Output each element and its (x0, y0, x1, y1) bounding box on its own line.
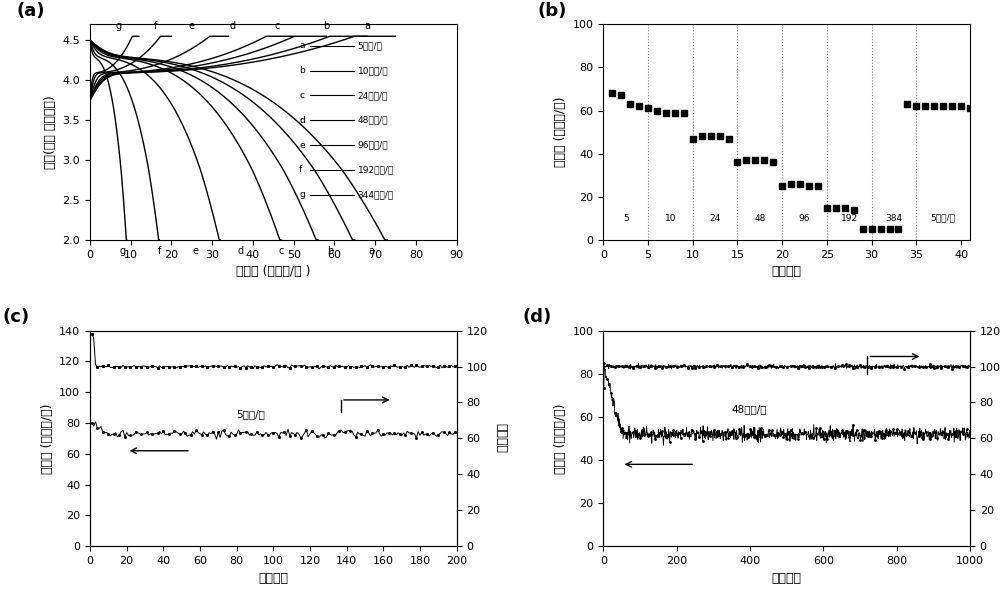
Point (926, 101, 942, 111)
Point (846, 205, 862, 215)
Point (703, 132, 719, 141)
Text: g: g (115, 21, 122, 31)
Text: c: c (299, 91, 304, 100)
Point (640, 104, 656, 114)
Text: f: f (153, 21, 157, 31)
Text: e: e (193, 246, 199, 256)
Point (747, 155, 763, 165)
Point (729, 157, 745, 167)
Point (855, 225, 871, 234)
Y-axis label: 电压(伏特 对钓金属): 电压(伏特 对钓金属) (44, 95, 57, 169)
Text: g: g (299, 190, 305, 199)
Point (944, 101, 960, 111)
Y-axis label: 库仓效率: 库仓效率 (494, 424, 507, 453)
Point (712, 132, 728, 141)
Point (801, 181, 817, 191)
Text: e: e (189, 21, 195, 31)
Point (667, 108, 683, 118)
Point (810, 181, 826, 191)
Point (953, 101, 969, 111)
Text: (b): (b) (537, 2, 567, 20)
Text: 96毫安/克: 96毫安/克 (358, 141, 388, 149)
X-axis label: 循环次数: 循环次数 (258, 572, 288, 585)
Text: b: b (299, 66, 305, 75)
Text: 5毫安/克: 5毫安/克 (931, 214, 956, 223)
Point (658, 108, 674, 118)
Text: 5毫安/克: 5毫安/克 (237, 409, 266, 419)
Text: d: d (299, 116, 305, 125)
Point (685, 134, 701, 143)
X-axis label: 循环次数: 循环次数 (772, 265, 802, 278)
Text: (d): (d) (523, 308, 552, 327)
Text: 48毫安/克: 48毫安/克 (358, 116, 388, 125)
Point (622, 99, 638, 109)
Y-axis label: 比容量 (毫安时/克): 比容量 (毫安时/克) (554, 97, 567, 168)
X-axis label: 比容量 (毫安时/克 ): 比容量 (毫安时/克 ) (236, 265, 311, 278)
Point (649, 106, 665, 115)
Text: 10: 10 (665, 214, 676, 223)
Point (756, 155, 772, 165)
Point (783, 179, 799, 189)
Point (864, 225, 880, 234)
Text: 24: 24 (709, 214, 721, 223)
Text: a: a (364, 21, 370, 31)
Point (819, 203, 835, 212)
Text: d: d (238, 246, 244, 256)
Text: b: b (323, 21, 329, 31)
Text: e: e (299, 141, 305, 149)
Text: 24毫安/克: 24毫安/克 (358, 91, 388, 100)
Point (721, 134, 737, 143)
Text: 5毫安/克: 5毫安/克 (358, 41, 383, 50)
Point (882, 225, 898, 234)
Text: f: f (299, 165, 302, 174)
Point (792, 179, 808, 189)
Point (873, 225, 889, 234)
Text: 384: 384 (885, 214, 903, 223)
Text: 192: 192 (841, 214, 858, 223)
Point (837, 203, 853, 212)
X-axis label: 循环次数: 循环次数 (772, 572, 802, 585)
Point (899, 99, 915, 109)
Y-axis label: 比容量 (毫安时/克): 比容量 (毫安时/克) (41, 403, 54, 473)
Point (917, 101, 933, 111)
Text: d: d (230, 21, 236, 31)
Text: c: c (275, 21, 280, 31)
Point (828, 203, 844, 212)
Point (890, 225, 906, 234)
Text: 5: 5 (623, 214, 629, 223)
Point (738, 155, 754, 165)
Text: 48: 48 (754, 214, 766, 223)
Text: 192毫安/克: 192毫安/克 (358, 165, 394, 174)
Point (694, 132, 710, 141)
Point (676, 108, 692, 118)
Text: (a): (a) (17, 2, 45, 20)
Point (765, 157, 781, 167)
Point (908, 101, 924, 111)
Text: a: a (299, 41, 304, 50)
Text: g: g (120, 246, 126, 256)
Text: a: a (368, 246, 374, 256)
Text: 344毫安/克: 344毫安/克 (358, 190, 394, 199)
Point (604, 89, 620, 98)
Text: c: c (279, 246, 284, 256)
Text: b: b (327, 246, 333, 256)
Text: 48毫安/克: 48毫安/克 (732, 404, 767, 415)
Point (631, 101, 647, 111)
Text: f: f (158, 246, 161, 256)
Text: 10毫安/克: 10毫安/克 (358, 66, 388, 75)
Text: 96: 96 (799, 214, 810, 223)
Point (774, 181, 790, 191)
Point (935, 101, 951, 111)
Y-axis label: 比容量 (毫安时/克): 比容量 (毫安时/克) (554, 403, 567, 473)
Text: (c): (c) (2, 308, 29, 327)
Point (962, 104, 978, 114)
Point (613, 90, 629, 100)
